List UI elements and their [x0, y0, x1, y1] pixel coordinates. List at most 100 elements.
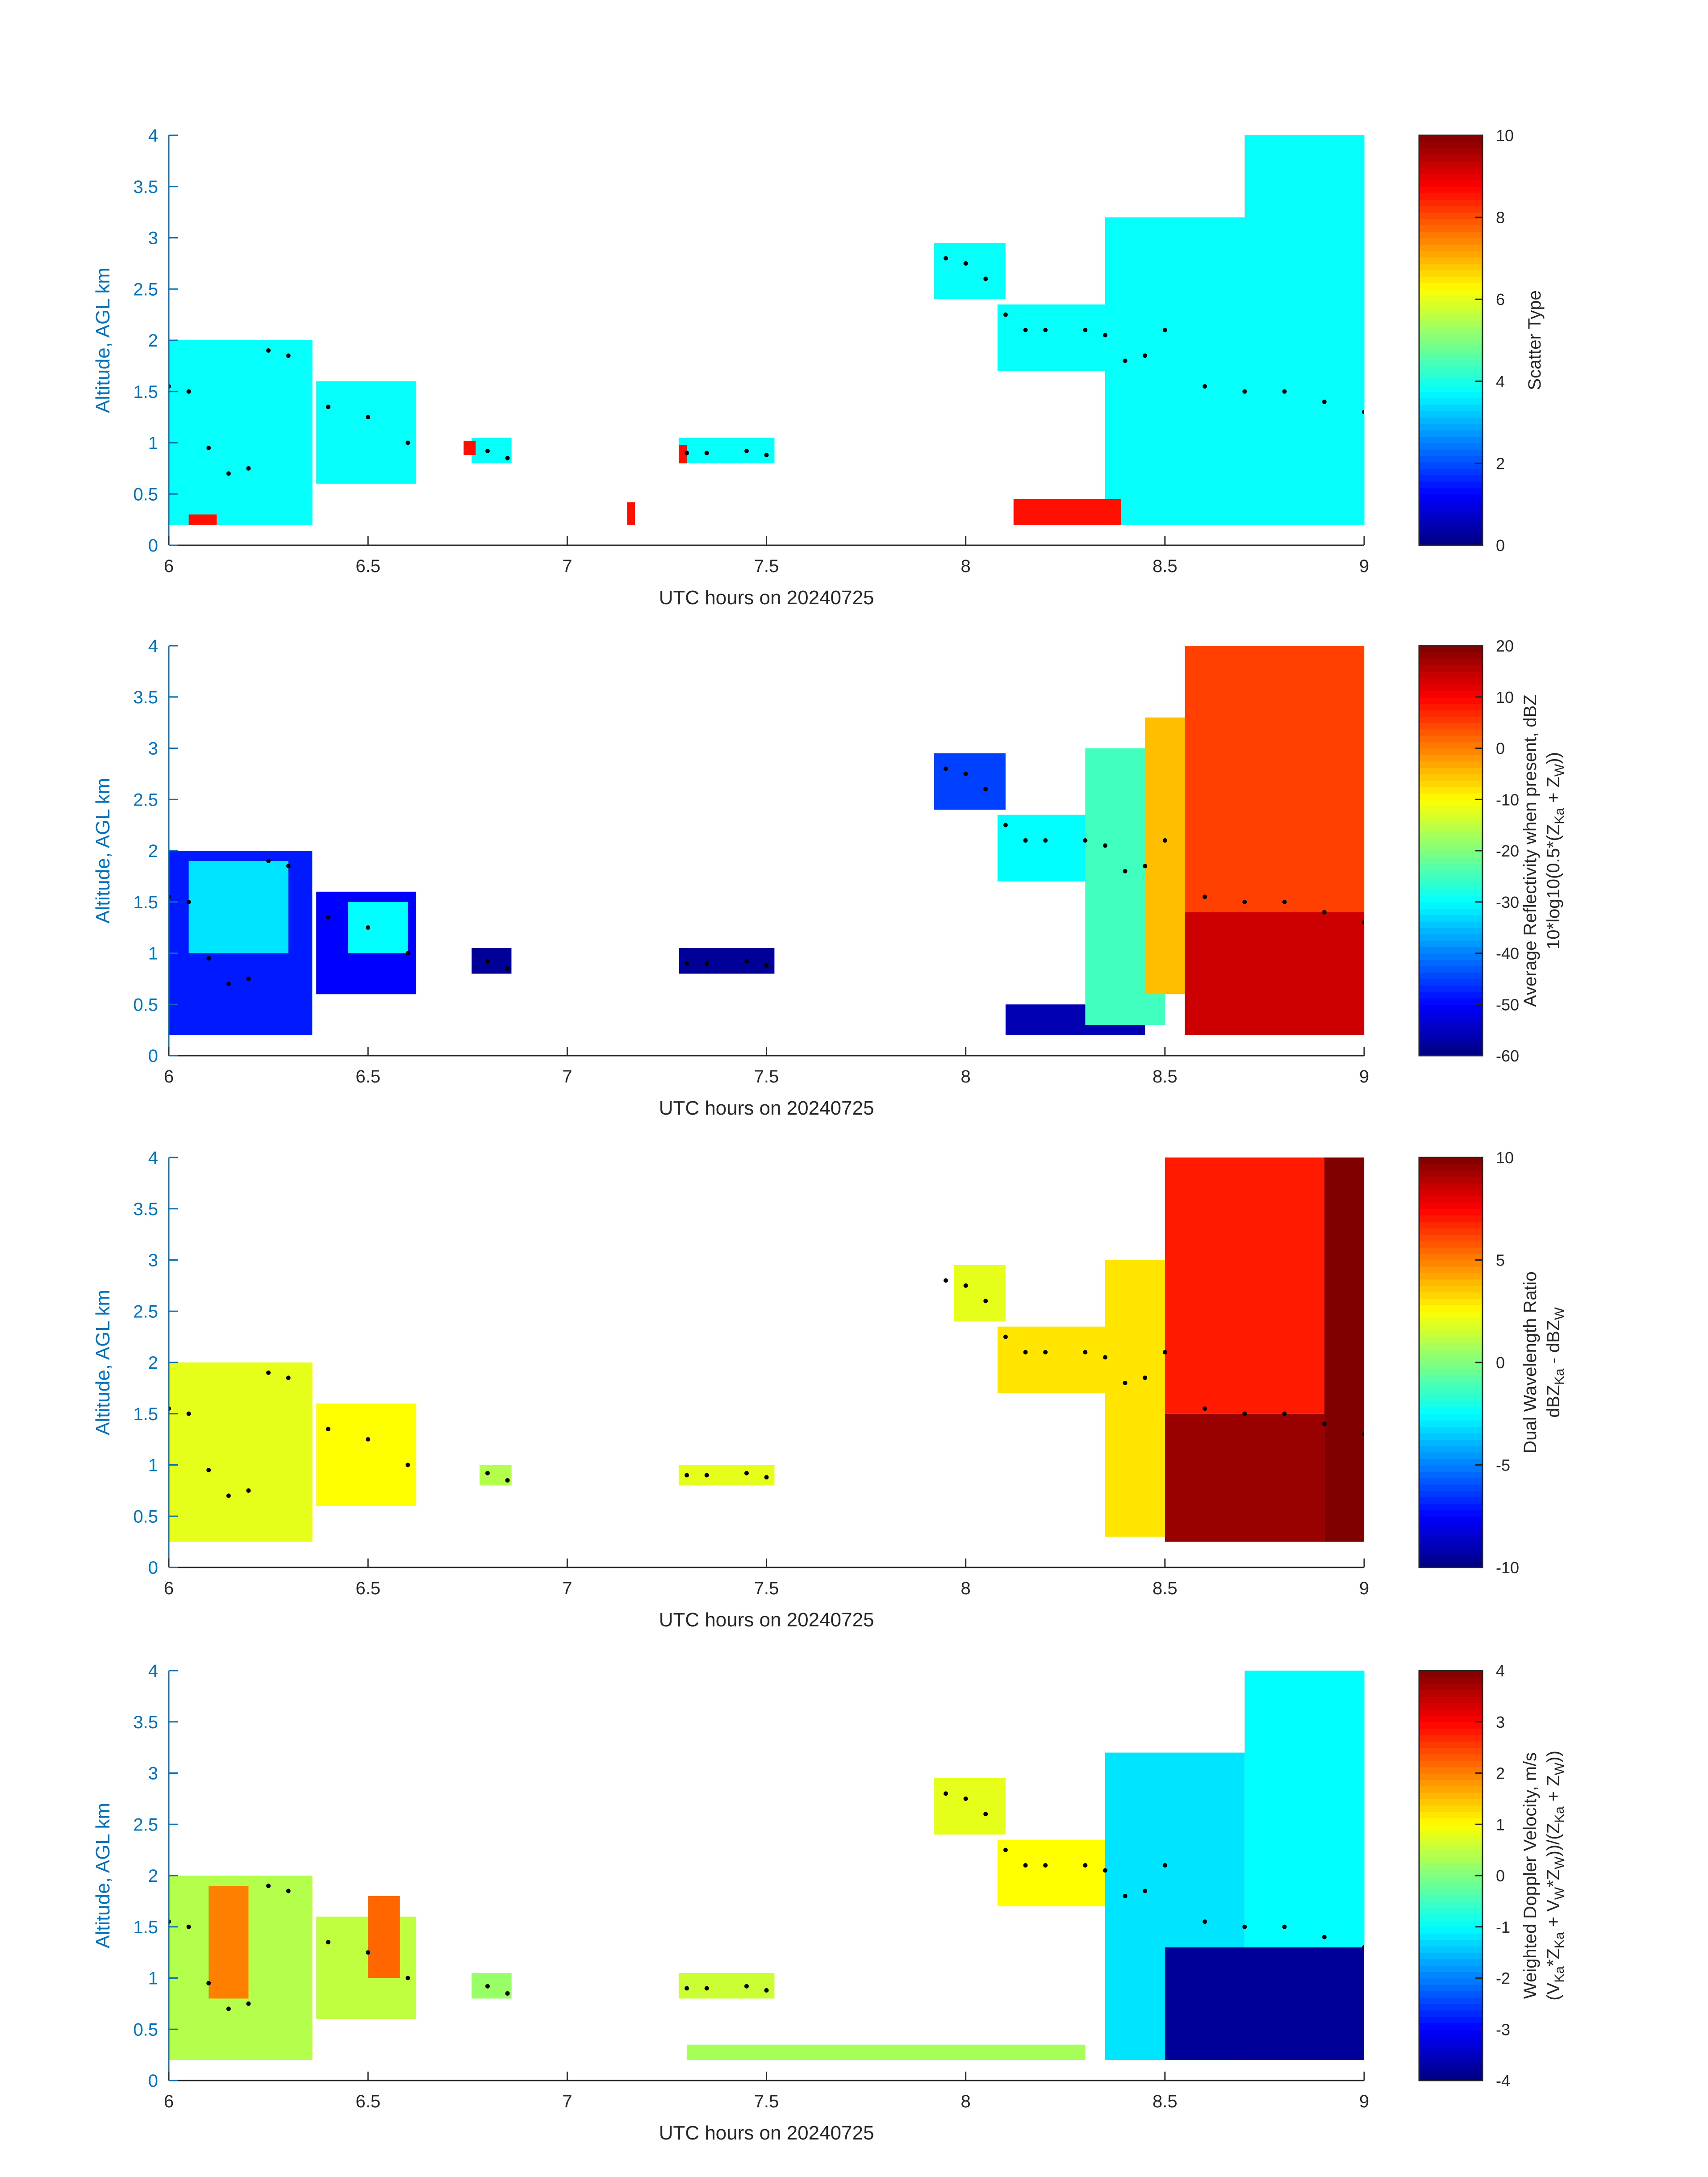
- colorbar-step: [1419, 301, 1482, 309]
- colorbar-step: [1419, 742, 1482, 749]
- y-tick-label: 0.5: [133, 2020, 158, 2039]
- colorbar-step: [1419, 1767, 1482, 1774]
- melting-layer-point: [366, 1437, 371, 1442]
- heatmap-region-8: [1165, 1157, 1324, 1414]
- melting-layer-point: [226, 982, 231, 986]
- melting-layer-point: [505, 1478, 510, 1483]
- x-tick-label: 6: [164, 2092, 174, 2111]
- melting-layer-point: [764, 1475, 769, 1480]
- melting-layer-point: [704, 451, 709, 455]
- y-tick-label: 0.5: [133, 995, 158, 1015]
- colorbar-step: [1419, 1516, 1482, 1523]
- colorbar-step: [1419, 1920, 1482, 1927]
- colorbar-label: Average Reflectivity when present, dBZ: [1520, 694, 1540, 1007]
- y-tick-label: 2: [148, 331, 158, 351]
- colorbar-step: [1419, 1478, 1482, 1485]
- colorbar-step: [1419, 1292, 1482, 1299]
- colorbar-step: [1419, 519, 1482, 526]
- melting-layer-point: [326, 1427, 330, 1432]
- colorbar-step: [1419, 1049, 1482, 1056]
- colorbar-step: [1419, 321, 1482, 328]
- x-tick-label: 6: [164, 556, 174, 576]
- heatmap-region-4: [679, 1465, 775, 1486]
- colorbar-step: [1419, 1017, 1482, 1024]
- colorbar-step: [1419, 1471, 1482, 1479]
- x-axis-label: UTC hours on 20240725: [659, 2122, 874, 2144]
- heatmap-region-13: [464, 440, 476, 455]
- melting-layer-point: [983, 276, 988, 281]
- melting-layer-point: [1043, 1863, 1048, 1868]
- heatmap-region-8: [1244, 135, 1364, 525]
- heatmap-region-4: [679, 438, 775, 464]
- colorbar-step: [1419, 142, 1482, 149]
- colorbar-step: [1419, 1228, 1482, 1235]
- colorbar-step: [1419, 1715, 1482, 1722]
- colorbar-step: [1419, 1837, 1482, 1844]
- colorbar-step: [1419, 1863, 1482, 1870]
- x-tick-label: 6.5: [355, 2092, 380, 2111]
- colorbar-step: [1419, 991, 1482, 999]
- y-tick-label: 2.5: [133, 280, 158, 299]
- melting-layer-point: [1362, 409, 1364, 414]
- colorbar-frame: [1418, 134, 1483, 546]
- colorbar-step: [1419, 186, 1482, 194]
- colorbar-step: [1419, 334, 1482, 341]
- colorbar-step: [1419, 513, 1482, 520]
- colorbar-step: [1419, 2074, 1482, 2081]
- heatmap-region-11: [1244, 1671, 1364, 1947]
- colorbar-step: [1419, 1024, 1482, 1031]
- colorbar-step: [1419, 2029, 1482, 2036]
- x-tick-label: 8.5: [1153, 2092, 1178, 2111]
- colorbar-step: [1419, 1170, 1482, 1178]
- melting-layer-point: [685, 1986, 689, 1991]
- melting-layer-point: [1003, 1334, 1008, 1339]
- melting-layer-point: [366, 415, 371, 420]
- colorbar-step: [1419, 1747, 1482, 1755]
- colorbar-step: [1419, 646, 1482, 653]
- melting-layer-point: [266, 348, 271, 353]
- colorbar-step: [1419, 1304, 1482, 1312]
- colorbar-step: [1419, 314, 1482, 322]
- colorbar-step: [1419, 985, 1482, 992]
- melting-layer-point: [1083, 1863, 1088, 1868]
- melting-layer-point: [485, 1471, 490, 1475]
- x-tick-label: 6: [164, 1067, 174, 1086]
- colorbar-tick-label: -10: [1496, 1559, 1519, 1577]
- x-tick-label: 6: [164, 1579, 174, 1598]
- colorbar-step: [1419, 710, 1482, 717]
- panel-2: 6 6.5 7 7.5 8 8.5 9 0 0.5 1 1.5 2 2.5 3 3.5 4 UTC hours …: [92, 636, 1567, 1119]
- colorbar-tick-label: 20: [1496, 637, 1514, 655]
- colorbar-step: [1419, 831, 1482, 839]
- colorbar-tick-label: 10: [1496, 1149, 1514, 1167]
- melting-layer-point: [1322, 910, 1327, 915]
- melting-layer-point: [405, 951, 410, 956]
- colorbar-step: [1419, 353, 1482, 360]
- melting-layer-point: [685, 451, 689, 455]
- colorbar-step: [1419, 532, 1482, 539]
- x-tick-label: 8.5: [1153, 1579, 1178, 1598]
- colorbar-step: [1419, 1997, 1482, 2004]
- colorbar-step: [1419, 1671, 1482, 1678]
- melting-layer-point: [186, 1924, 191, 1929]
- colorbar-step: [1419, 1164, 1482, 1171]
- colorbar-step: [1419, 1157, 1482, 1165]
- colorbar-step: [1419, 1984, 1482, 1992]
- colorbar-step: [1419, 1843, 1482, 1851]
- melting-layer-point: [186, 389, 191, 394]
- melting-layer-point: [186, 1411, 191, 1416]
- heatmap-region-12: [679, 445, 687, 464]
- heatmap-region-9: [1013, 499, 1121, 525]
- colorbar-step: [1419, 780, 1482, 787]
- colorbar-step: [1419, 2035, 1482, 2043]
- colorbar: -10 -5 0 5 10 Dual Wavelength Ratio dBZKa - dB…: [1418, 1149, 1567, 1577]
- y-tick-label: 1: [148, 944, 158, 964]
- melting-layer-point: [246, 976, 251, 981]
- melting-layer-point: [1322, 1935, 1327, 1939]
- colorbar-tick-label: 3: [1496, 1713, 1505, 1731]
- colorbar-step: [1419, 1965, 1482, 1972]
- colorbar-step: [1419, 825, 1482, 832]
- colorbar-step: [1419, 263, 1482, 271]
- heatmap-region-2: [316, 381, 416, 484]
- colorbar: -4 -3 -2 -1 0 1 2 3 4 Weighted Doppler Velocity, …: [1418, 1662, 1567, 2090]
- y-tick-label: 0.5: [133, 485, 158, 504]
